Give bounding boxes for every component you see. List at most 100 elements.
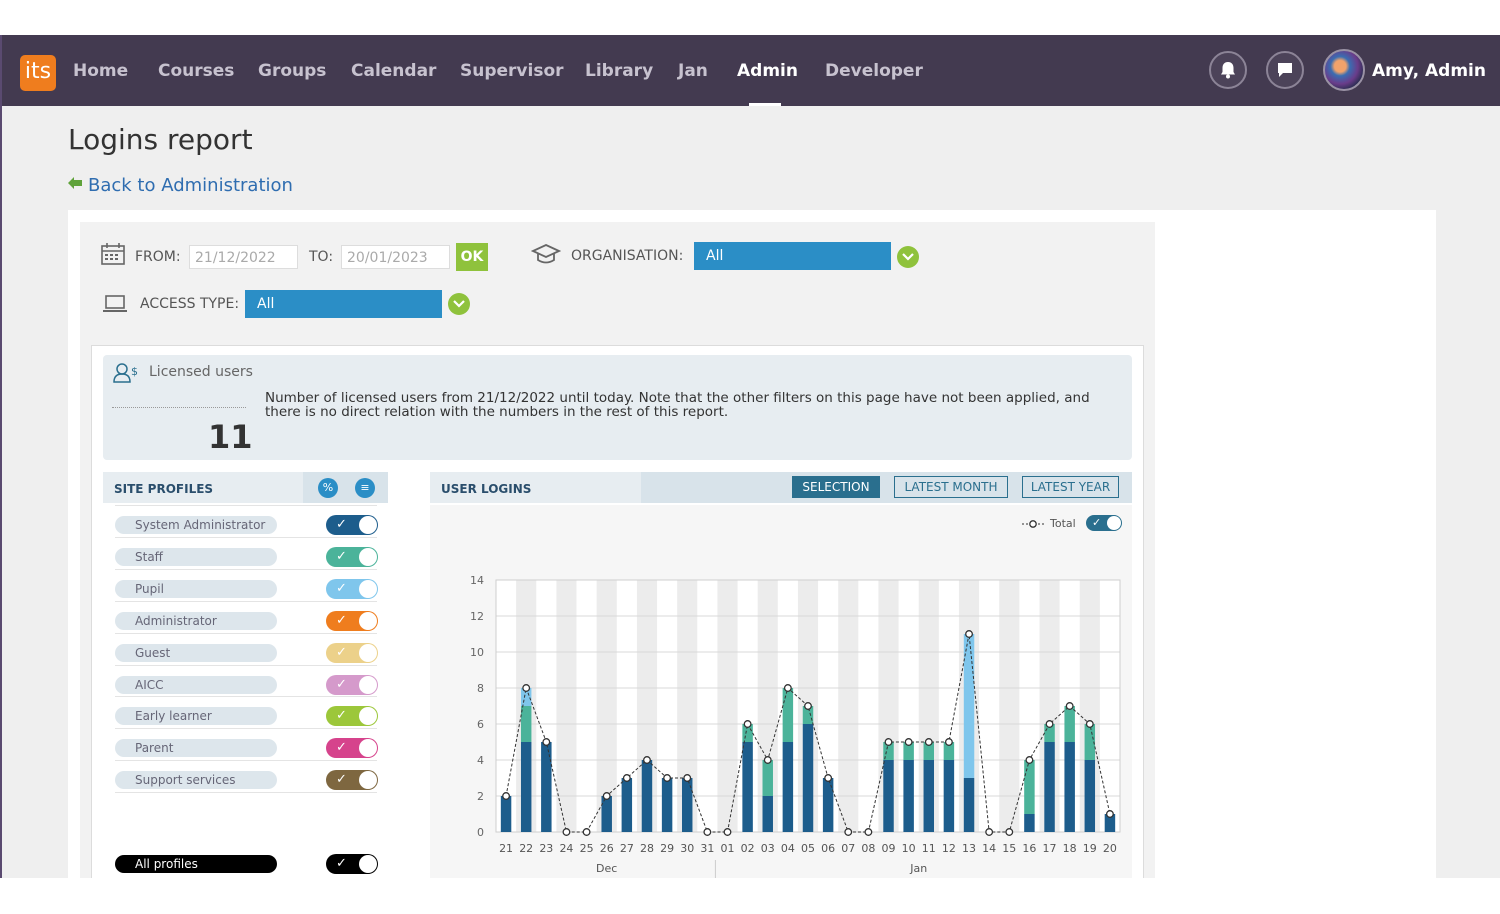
list-icon[interactable]: ≡ [355, 478, 375, 498]
nav-supervisor[interactable]: Supervisor [460, 61, 564, 81]
x-tick-label: 31 [700, 842, 714, 855]
profile-pill[interactable]: Early learner [115, 707, 277, 725]
bar-segment [521, 706, 531, 742]
bar-segment [1064, 742, 1074, 832]
chat-icon [1268, 53, 1302, 87]
access-type-select[interactable]: All [245, 290, 442, 318]
column-stripe [838, 580, 858, 832]
chevron-down-icon [902, 253, 914, 261]
x-tick-label: 16 [1022, 842, 1036, 855]
nav-developer[interactable]: Developer [825, 61, 923, 81]
bar-segment [642, 760, 652, 832]
nav-calendar[interactable]: Calendar [351, 61, 436, 81]
profile-pill[interactable]: Pupil [115, 580, 277, 598]
x-tick-label: 08 [861, 842, 875, 855]
from-date-input[interactable]: 21/12/2022 [189, 245, 298, 269]
nav-admin[interactable]: Admin [737, 61, 798, 81]
profile-pill[interactable]: Parent [115, 739, 277, 757]
x-tick-label: 12 [942, 842, 956, 855]
check-icon: ✓ [336, 676, 347, 694]
bar-segment [883, 760, 893, 832]
nav-jan[interactable]: Jan [678, 61, 708, 81]
nav-home[interactable]: Home [73, 61, 128, 81]
bar-segment [783, 742, 793, 832]
total-point [684, 775, 691, 782]
y-tick-label: 4 [477, 754, 484, 767]
total-point [744, 721, 751, 728]
x-tick-label: 05 [801, 842, 815, 855]
x-tick-label: 30 [680, 842, 694, 855]
total-point [724, 829, 731, 836]
profile-pill[interactable]: Support services [115, 771, 277, 789]
bar-segment [1044, 742, 1054, 832]
profile-separator [115, 505, 377, 506]
ok-button[interactable]: OK [456, 243, 488, 271]
total-point [704, 829, 711, 836]
app-window: its Home Courses Groups Calendar Supervi… [0, 35, 1500, 878]
profile-pill[interactable]: Staff [115, 548, 277, 566]
total-point [563, 829, 570, 836]
organisation-dropdown-button[interactable] [897, 246, 919, 268]
profile-pill[interactable]: System Administrator [115, 516, 277, 534]
profile-toggle[interactable]: ✓ [326, 738, 378, 758]
profile-toggle[interactable]: ✓ [326, 675, 378, 695]
messages-button[interactable] [1266, 51, 1304, 89]
licensed-divider [112, 407, 246, 408]
all-profiles-pill[interactable]: All profiles [115, 855, 277, 873]
toggle-knob [359, 739, 377, 757]
profile-toggle[interactable]: ✓ [326, 579, 378, 599]
notifications-button[interactable] [1209, 51, 1247, 89]
all-profiles-toggle[interactable]: ✓ [326, 854, 378, 874]
profile-pill[interactable]: Administrator [115, 612, 277, 630]
back-to-administration-link[interactable]: Back to Administration [68, 175, 293, 196]
x-tick-label: 18 [1063, 842, 1077, 855]
x-tick-label: 10 [902, 842, 916, 855]
profile-toggle[interactable]: ✓ [326, 515, 378, 535]
percentage-icon[interactable]: % [318, 478, 338, 498]
back-arrow-icon [68, 177, 82, 189]
toggle-knob [359, 644, 377, 662]
toggle-knob [359, 676, 377, 694]
x-tick-label: 14 [982, 842, 996, 855]
latest-year-button[interactable]: LATEST YEAR [1022, 476, 1119, 498]
profile-toggle[interactable]: ✓ [326, 611, 378, 631]
nav-courses[interactable]: Courses [158, 61, 234, 81]
bar-segment [601, 796, 611, 832]
profile-separator [115, 537, 377, 538]
x-tick-label: 25 [580, 842, 594, 855]
profile-toggle[interactable]: ✓ [326, 706, 378, 726]
profile-toggle[interactable]: ✓ [326, 643, 378, 663]
check-icon: ✓ [336, 580, 347, 598]
month-label: Jan [909, 862, 927, 875]
x-tick-label: 02 [741, 842, 755, 855]
profile-pill[interactable]: Guest [115, 644, 277, 662]
y-tick-label: 14 [470, 574, 484, 587]
profile-pill[interactable]: AICC [115, 676, 277, 694]
user-name[interactable]: Amy, Admin [1372, 61, 1486, 81]
access-type-dropdown-button[interactable] [448, 293, 470, 315]
selection-button[interactable]: SELECTION [792, 476, 880, 498]
svg-text:$: $ [131, 365, 138, 378]
organisation-select[interactable]: All [694, 242, 891, 270]
nav-groups[interactable]: Groups [258, 61, 326, 81]
nav-library[interactable]: Library [585, 61, 653, 81]
bar-segment [823, 778, 833, 832]
user-avatar[interactable] [1323, 49, 1365, 91]
total-point [1087, 721, 1094, 728]
to-date-input[interactable]: 20/01/2023 [341, 245, 450, 269]
licensed-users-note: Number of licensed users from 21/12/2022… [265, 391, 1125, 419]
column-stripe [999, 580, 1019, 832]
toggle-knob [359, 548, 377, 566]
profile-separator [115, 569, 377, 570]
its-logo[interactable]: its [20, 55, 56, 91]
back-link-label: Back to Administration [88, 175, 293, 196]
y-tick-label: 10 [470, 646, 484, 659]
bar-segment [783, 688, 793, 742]
latest-month-button[interactable]: LATEST MONTH [894, 476, 1008, 498]
profile-toggle[interactable]: ✓ [326, 547, 378, 567]
profile-toggle[interactable]: ✓ [326, 770, 378, 790]
column-stripe [556, 580, 576, 832]
licensed-users-count: 11 [208, 418, 253, 456]
bar-segment [541, 742, 551, 832]
profile-separator [115, 601, 377, 602]
